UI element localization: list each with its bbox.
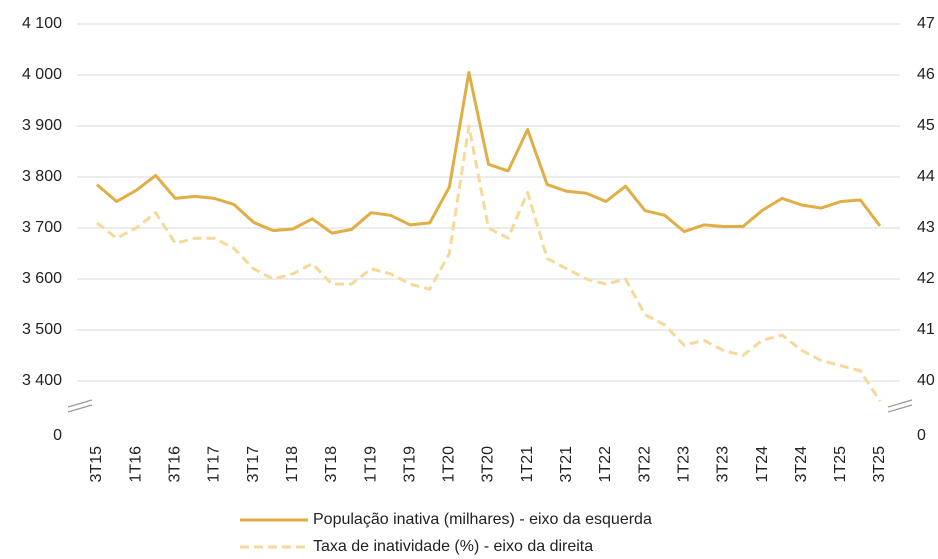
y-tick-label: 43	[917, 219, 935, 236]
y-tick-label: 3 800	[22, 168, 62, 185]
x-tick-label: 3T23	[715, 446, 732, 483]
y-tick-label: 42	[917, 270, 935, 287]
x-tick-label: 1T25	[832, 446, 849, 483]
axis-break-left	[67, 399, 93, 413]
x-tick-label: 3T20	[480, 446, 497, 483]
series-line	[96, 124, 882, 403]
x-tick-label: 1T22	[597, 446, 614, 483]
y-tick-label: 46	[917, 66, 935, 83]
y-tick-label: 0	[53, 427, 62, 444]
x-tick-label: 3T22	[636, 446, 653, 483]
axis-break-right	[887, 399, 913, 413]
x-tick-label: 3T16	[167, 446, 184, 483]
x-tick-label: 1T17	[206, 446, 223, 483]
y-tick-label: 45	[917, 117, 935, 134]
y-tick-label: 3 500	[22, 321, 62, 338]
x-tick-label: 1T19	[362, 446, 379, 483]
y-tick-label: 44	[917, 168, 935, 185]
y-tick-label: 4 100	[22, 15, 62, 32]
x-tick-label: 3T21	[558, 446, 575, 483]
legend-label: Taxa de inatividade (%) - eixo da direit…	[313, 538, 593, 555]
x-tick-label: 1T21	[519, 446, 536, 483]
y-tick-label: 3 400	[22, 372, 62, 389]
x-tick-label: 3T18	[323, 446, 340, 483]
x-tick-label: 3T17	[245, 446, 262, 483]
x-tick-label: 3T25	[871, 446, 888, 483]
y-tick-label: 0	[917, 427, 926, 444]
y-tick-label: 3 900	[22, 117, 62, 134]
x-tick-label: 3T15	[88, 446, 105, 483]
y-tick-label: 47	[917, 15, 935, 32]
x-tick-label: 1T23	[675, 446, 692, 483]
x-tick-label: 3T19	[401, 446, 418, 483]
series-line	[96, 70, 882, 235]
x-tick-label: 1T18	[284, 446, 301, 483]
x-tick-label: 1T20	[441, 446, 458, 483]
y-tick-label: 4 000	[22, 66, 62, 83]
y-tick-label: 3 600	[22, 270, 62, 287]
x-tick-label: 1T24	[754, 446, 771, 483]
y-tick-label: 40	[917, 372, 935, 389]
legend-label: População inativa (milhares) - eixo da e…	[313, 511, 652, 528]
x-tick-label: 3T24	[793, 446, 810, 483]
y-tick-label: 3 700	[22, 219, 62, 236]
y-tick-label: 41	[917, 321, 935, 338]
x-tick-label: 1T16	[127, 446, 144, 483]
